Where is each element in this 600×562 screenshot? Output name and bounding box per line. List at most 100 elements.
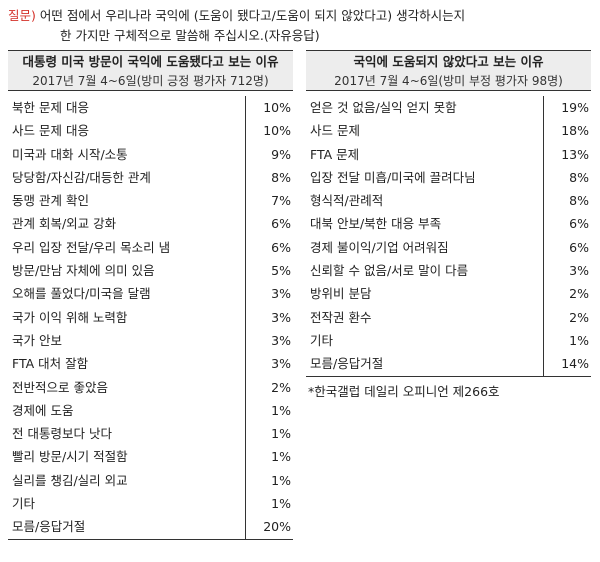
table-row: 입장 전달 미흡/미국에 끌려다님 8% [306,166,591,189]
table-row: 전반적으로 좋았음 2% [8,376,293,399]
row-label: 우리 입장 전달/우리 목소리 냄 [12,239,171,255]
table-row: 오해를 풀었다/미국을 달램 3% [8,282,293,305]
row-value: 1% [271,449,291,465]
table-row: FTA 대처 잘함 3% [8,352,293,375]
row-label: 입장 전달 미흡/미국에 끌려다님 [310,169,476,185]
row-label: 얻은 것 없음/실익 얻지 못함 [310,100,457,115]
table-row: 모름/응답거절 20% [8,515,293,538]
table-row: 사드 문제 대응 10% [8,119,293,142]
negative-reasons-table: 국익에 도움되지 않았다고 보는 이유 2017년 7월 4~6일(방미 부정 … [306,50,591,401]
table-title: 국익에 도움되지 않았다고 보는 이유 [353,54,544,69]
table-subtitle: 2017년 7월 4~6일(방미 부정 평가자 98명) [334,74,563,88]
row-label: 방위비 분담 [310,286,372,302]
table-row: 전작권 환수 2% [306,306,591,329]
row-label: 신뢰할 수 없음/서로 말이 다름 [310,263,469,279]
row-value: 19% [561,100,589,115]
row-label: 형식적/관례적 [310,193,384,209]
row-value: 6% [271,216,291,232]
positive-reasons-table: 대통령 미국 방문이 국익에 도움됐다고 보는 이유 2017년 7월 4~6일… [8,50,293,540]
row-value: 20% [263,519,291,535]
row-label: 실리를 챙김/실리 외교 [12,472,128,488]
question-line-2: 한 가지만 구체적으로 말씀해 주십시오.(자유응답) [60,28,320,43]
table-row: 기타 1% [306,329,591,352]
table-row: 동맹 관계 확인 7% [8,189,293,212]
row-label: 전반적으로 좋았음 [12,379,108,395]
table-row: 기타 1% [8,492,293,515]
row-value: 3% [569,263,589,279]
row-value: 10% [263,123,291,139]
table-row: 경제 불이익/기업 어려워짐 6% [306,236,591,259]
table-row: 사드 문제 18% [306,119,591,142]
row-value: 1% [271,472,291,488]
table-row: 방위비 분담 2% [306,282,591,305]
row-label: FTA 문제 [310,146,360,162]
row-label: 사드 문제 [310,123,360,139]
row-value: 9% [271,146,291,162]
row-value: 14% [561,356,589,372]
row-value: 3% [271,286,291,302]
row-value: 8% [271,169,291,185]
table-body: 얻은 것 없음/실익 얻지 못함 19% 사드 문제 18% FTA 문제 13% 입장 전… [306,96,591,377]
table-row: 방문/만남 자체에 의미 있음 5% [8,259,293,282]
row-value: 1% [271,496,291,512]
row-value: 1% [271,426,291,442]
row-label: 방문/만남 자체에 의미 있음 [12,263,155,279]
row-label: 당당함/자신감/대등한 관계 [12,169,151,185]
row-value: 18% [561,123,589,139]
table-row: 우리 입장 전달/우리 목소리 냄 6% [8,236,293,259]
table-row: 형식적/관례적 8% [306,189,591,212]
row-label: 기타 [12,496,36,512]
row-label: 대북 안보/북한 대응 부족 [310,216,442,232]
row-value: 1% [569,332,589,348]
table-row: 신뢰할 수 없음/서로 말이 다름 3% [306,259,591,282]
row-label: 경제에 도움 [12,402,74,418]
row-label: 북한 문제 대응 [12,100,89,115]
source-note: *한국갤럽 데일리 오피니언 제266호 [308,383,500,399]
question-text: 질문) 어떤 점에서 우리나라 국익에 (도움이 됐다고/도움이 되지 않았다고… [8,6,588,46]
row-label: 모름/응답거절 [310,356,384,372]
row-value: 6% [569,216,589,232]
row-label: 경제 불이익/기업 어려워짐 [310,239,449,255]
row-value: 3% [271,356,291,372]
row-label: 전 대통령보다 낫다 [12,426,112,442]
table-row: 관계 회복/외교 강화 6% [8,212,293,235]
row-label: 동맹 관계 확인 [12,193,89,209]
row-value: 2% [569,286,589,302]
row-label: 미국과 대화 시작/소통 [12,146,128,162]
table-row: FTA 문제 13% [306,143,591,166]
table-row: 미국과 대화 시작/소통 9% [8,143,293,166]
table-row: 빨리 방문/시기 적절함 1% [8,445,293,468]
row-label: FTA 대처 잘함 [12,356,89,372]
row-label: 국가 안보 [12,332,62,348]
row-value: 6% [271,239,291,255]
table-body: 북한 문제 대응 10% 사드 문제 대응 10% 미국과 대화 시작/소통 9% 당당함/… [8,96,293,540]
row-value: 3% [271,332,291,348]
table-row: 국가 이익 위해 노력함 3% [8,306,293,329]
row-label: 기타 [310,332,334,348]
question-tag: 질문) [8,8,36,23]
table-row: 실리를 챙김/실리 외교 1% [8,469,293,492]
row-value: 8% [569,193,589,209]
table-header: 국익에 도움되지 않았다고 보는 이유 2017년 7월 4~6일(방미 부정 … [306,50,591,91]
row-label: 오해를 풀었다/미국을 달램 [12,286,151,302]
row-value: 2% [271,379,291,395]
row-label: 국가 이익 위해 노력함 [12,309,128,325]
table-row: 대북 안보/북한 대응 부족 6% [306,212,591,235]
table-row: 북한 문제 대응 10% [8,96,293,119]
table-row: 경제에 도움 1% [8,399,293,422]
table-title: 대통령 미국 방문이 국익에 도움됐다고 보는 이유 [22,54,279,69]
table-row: 전 대통령보다 낫다 1% [8,422,293,445]
table-row: 당당함/자신감/대등한 관계 8% [8,166,293,189]
row-value: 5% [271,263,291,279]
row-value: 3% [271,309,291,325]
row-value: 6% [569,239,589,255]
row-label: 사드 문제 대응 [12,123,89,139]
table-row: 국가 안보 3% [8,329,293,352]
table-header: 대통령 미국 방문이 국익에 도움됐다고 보는 이유 2017년 7월 4~6일… [8,50,293,91]
row-label: 관계 회복/외교 강화 [12,216,117,232]
row-value: 7% [271,193,291,209]
row-label: 빨리 방문/시기 적절함 [12,449,128,465]
table-row: 모름/응답거절 14% [306,352,591,375]
row-label: 모름/응답거절 [12,519,86,535]
row-value: 13% [561,146,589,162]
